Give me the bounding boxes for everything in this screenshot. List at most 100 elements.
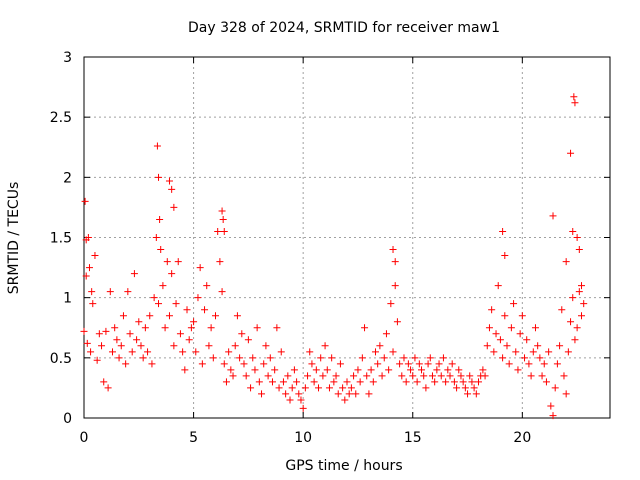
data-point — [411, 354, 419, 362]
data-point — [481, 372, 489, 380]
data-point — [435, 360, 443, 368]
data-point — [91, 252, 99, 260]
data-point — [424, 360, 432, 368]
data-point — [527, 372, 535, 380]
data-point — [240, 360, 248, 368]
data-point — [570, 93, 578, 101]
data-point — [350, 372, 358, 380]
data-point — [181, 366, 189, 374]
y-tick-label: 1.5 — [50, 231, 72, 247]
data-point — [450, 378, 458, 386]
data-point — [279, 378, 287, 386]
data-point — [80, 327, 88, 335]
x-tick-label: 5 — [189, 430, 198, 446]
y-tick-label: 0 — [63, 411, 72, 427]
y-tick-label: 2 — [63, 170, 72, 186]
data-point — [174, 258, 182, 266]
y-tick-label: 2.5 — [50, 110, 72, 126]
data-point — [538, 372, 546, 380]
data-point — [573, 234, 581, 241]
data-point — [494, 282, 502, 290]
data-point — [144, 348, 152, 356]
data-point — [459, 378, 467, 386]
data-point — [244, 336, 252, 344]
data-point — [571, 99, 579, 107]
data-point — [516, 330, 524, 338]
data-point — [128, 348, 136, 356]
data-point — [122, 360, 130, 368]
data-point — [466, 372, 474, 380]
data-point — [203, 282, 211, 290]
data-point — [227, 366, 235, 374]
data-point — [273, 324, 281, 332]
data-point — [317, 354, 325, 362]
data-point — [380, 354, 388, 362]
data-point — [219, 215, 227, 223]
data-point — [306, 348, 314, 356]
data-point — [569, 227, 577, 235]
data-point — [433, 366, 441, 374]
data-point — [573, 324, 581, 332]
data-point — [352, 390, 360, 398]
x-tick-label: 0 — [80, 430, 89, 446]
data-point — [575, 246, 583, 254]
data-point — [437, 372, 445, 380]
data-point — [205, 342, 213, 350]
data-point — [141, 324, 149, 332]
data-point — [231, 342, 239, 350]
data-point — [117, 342, 125, 350]
data-point — [111, 324, 119, 332]
data-point — [501, 252, 509, 260]
data-point — [393, 318, 401, 326]
data-point — [102, 327, 110, 335]
data-point — [264, 372, 272, 380]
data-point — [82, 272, 90, 280]
data-point — [258, 390, 266, 398]
data-point — [198, 360, 206, 368]
data-point — [201, 306, 209, 314]
data-point — [155, 173, 163, 181]
data-point — [266, 354, 274, 362]
data-point — [391, 258, 399, 266]
data-point — [146, 312, 154, 320]
data-point — [95, 330, 103, 338]
data-point — [220, 227, 228, 235]
data-point — [170, 203, 178, 211]
y-tick-label: 0.5 — [50, 351, 72, 367]
data-point — [196, 264, 204, 272]
y-axis-label: SRMTID / TECUs — [6, 182, 22, 295]
data-point — [82, 236, 90, 244]
data-point — [507, 324, 515, 332]
data-point — [389, 246, 397, 254]
data-point — [139, 354, 147, 362]
data-point — [354, 366, 362, 374]
data-point — [564, 348, 572, 356]
data-point — [444, 366, 452, 374]
data-point — [422, 384, 430, 392]
data-point — [483, 342, 491, 350]
data-point — [398, 372, 406, 380]
data-point — [172, 300, 180, 308]
data-point — [284, 372, 292, 380]
data-point — [547, 402, 555, 410]
data-point — [499, 354, 507, 362]
data-point — [220, 360, 228, 368]
data-point — [251, 366, 259, 374]
data-point — [468, 378, 476, 386]
data-point — [236, 354, 244, 362]
x-axis: 0 5 10 15 20 — [80, 57, 531, 446]
data-point — [165, 312, 173, 320]
data-point — [249, 354, 257, 362]
data-point — [431, 378, 439, 386]
data-point — [238, 330, 246, 338]
data-point — [130, 270, 138, 278]
data-point — [551, 384, 559, 392]
data-point — [523, 336, 531, 344]
x-tick-label: 15 — [404, 430, 422, 446]
data-point — [556, 342, 564, 350]
data-point — [319, 372, 327, 380]
data-point — [277, 348, 285, 356]
data-point — [490, 348, 498, 356]
data-point — [562, 390, 570, 398]
